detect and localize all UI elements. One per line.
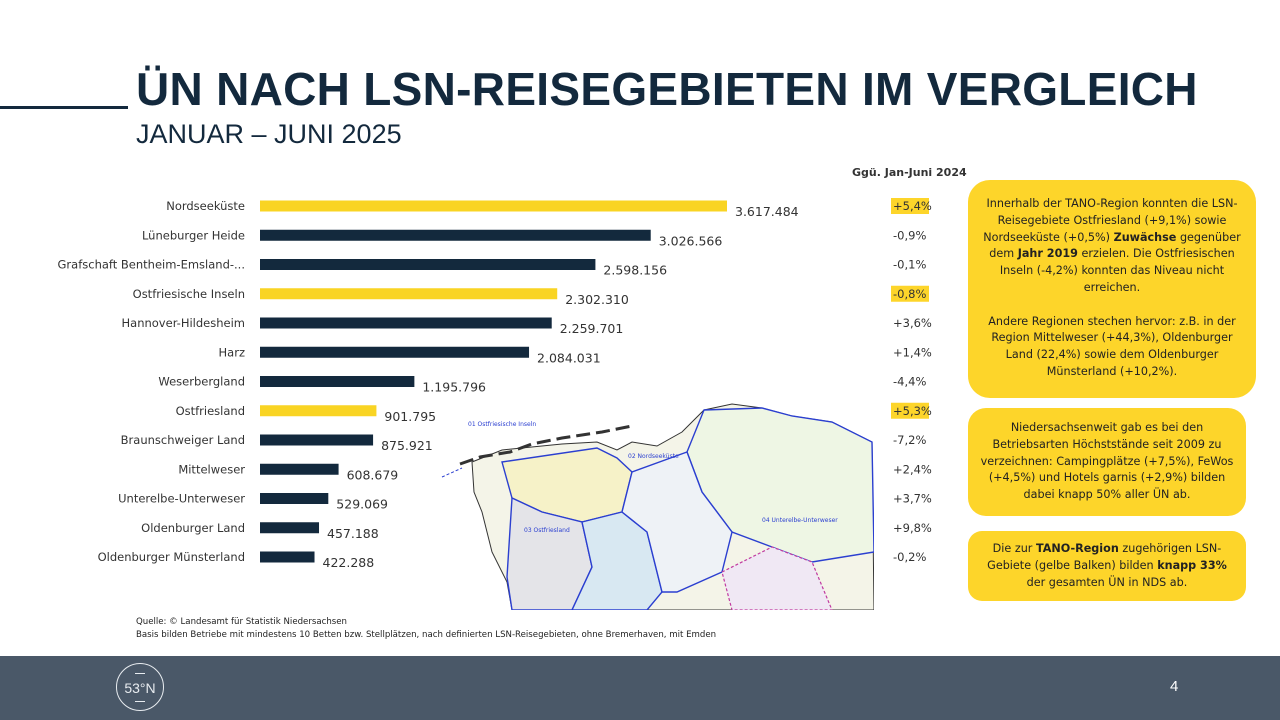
source-line: Quelle: © Landesamt für Statistik Nieder…	[136, 617, 348, 627]
change-highlight	[891, 198, 929, 214]
change-label: +5,4%	[893, 199, 932, 213]
change-highlight	[891, 285, 929, 302]
change-label: +3,6%	[893, 316, 932, 330]
info-box-paragraph: Innerhalb der TANO-Region konnten die LS…	[982, 196, 1242, 297]
info-text-bold: TANO-Region	[1035, 542, 1119, 555]
info-text: erzielen. Die Ostfriesischen Inseln (-4,…	[999, 247, 1235, 294]
page-number: 4	[1170, 678, 1179, 695]
map-label-ostfriesische-inseln: 01 Ostfriesische Inseln	[468, 421, 536, 428]
category-label: Hannover-Hildesheim	[122, 316, 246, 330]
info-box-paragraph: Niedersachsenweit gab es bei den Betrieb…	[980, 421, 1234, 502]
logo-top-line	[135, 673, 145, 674]
logo-text: 53°N	[124, 680, 156, 696]
change-highlight	[891, 402, 929, 419]
bar	[260, 493, 329, 504]
info-box-paragraph: Die zur TANO-Region zugehörigen LSN-Gebi…	[980, 541, 1234, 591]
value-label: 2.302.310	[565, 292, 629, 307]
bar	[260, 288, 558, 300]
info-text: zugehörigen LSN-Gebiete (gelbe Balken) b…	[987, 542, 1222, 572]
change-label: +9,8%	[893, 521, 932, 535]
category-label: Ostfriesland	[176, 404, 245, 418]
bar-chart: Nordseeküste 3.617.484 +5,4% Lüneburger Hei…	[0, 160, 960, 610]
change-label: -7,2%	[893, 433, 926, 447]
info-text-bold: Zuwächse	[1113, 230, 1177, 244]
bar	[260, 522, 320, 534]
source-basis-line: Basis bilden Betriebe mit mindestens 10 …	[136, 630, 717, 640]
bar	[260, 405, 377, 417]
change-label: -0,8%	[893, 287, 926, 301]
map-label-ostfriesland: 03 Ostfriesland	[524, 527, 570, 534]
category-label: Oldenburger Münsterland	[98, 550, 245, 564]
change-label: +1,4%	[893, 345, 932, 359]
page-subtitle: JANUAR – JUNI 2025	[136, 119, 402, 149]
bar	[260, 434, 374, 446]
map-label-nordseekueste: 02 Nordseeküste	[628, 453, 679, 460]
region-map: 01 Ostfriesische Inseln 02 Nordseeküste …	[432, 402, 875, 611]
info-box-betriebsarten: Niedersachsenweit gab es bei den Betrieb…	[968, 408, 1246, 516]
category-label: Nordseeküste	[166, 199, 245, 213]
value-label: 875.921	[381, 438, 433, 453]
info-text: Innerhalb der TANO-Region konnten die LS…	[983, 197, 1238, 244]
category-label: Ostfriesische Inseln	[133, 287, 245, 301]
category-label: Unterelbe-Unterweser	[118, 492, 245, 506]
page-title: ÜN NACH LSN-REISEGEBIETEN IM VERGLEICH	[136, 63, 1198, 115]
change-label: +2,4%	[893, 462, 932, 476]
bar	[260, 346, 530, 358]
change-label: +3,7%	[893, 492, 932, 506]
value-label: 457.188	[327, 526, 379, 541]
change-label: +5,3%	[893, 404, 932, 418]
map-label-unterelbe-unterweser: 04 Unterelbe-Unterweser	[762, 517, 838, 524]
footer-bar	[0, 656, 1280, 720]
category-label: Mittelweser	[178, 462, 245, 476]
bar	[260, 317, 552, 329]
category-label: Oldenburger Land	[141, 521, 245, 535]
info-box-paragraph: Andere Regionen stechen hervor: z.B. in …	[988, 314, 1236, 378]
comparison-header: Ggü. Jan-Juni 2024	[852, 166, 967, 179]
info-text: der gesamten ÜN in NDS ab.	[1026, 575, 1188, 589]
change-label: -0,2%	[893, 550, 926, 564]
value-label: 3.617.484	[735, 204, 799, 219]
value-label: 422.288	[323, 555, 375, 570]
value-label: 2.259.701	[560, 321, 624, 336]
info-box-tano-2019: Innerhalb der TANO-Region konnten die LS…	[968, 180, 1256, 398]
bar-chart-svg: Nordseeküste 3.617.484 +5,4% Lüneburger Hei…	[58, 198, 932, 570]
category-label: Braunschweiger Land	[121, 433, 245, 447]
change-label: -0,9%	[893, 228, 926, 242]
change-label: -0,1%	[893, 258, 926, 272]
map-svg: 01 Ostfriesische Inseln 02 Nordseeküste …	[432, 402, 875, 611]
bar	[260, 229, 651, 241]
info-text: gegenüber dem	[989, 230, 1241, 261]
bar	[260, 551, 315, 563]
bar	[260, 376, 415, 387]
source-note: Quelle: © Landesamt für Statistik Nieder…	[136, 616, 716, 642]
logo-53n: 53°N	[116, 663, 164, 711]
bar	[260, 259, 596, 270]
value-label: 1.195.796	[422, 380, 486, 395]
value-label: 529.069	[336, 497, 388, 512]
title-accent-line	[0, 106, 128, 109]
value-label: 3.026.566	[659, 233, 723, 248]
category-label: Grafschaft Bentheim-Emsland-...	[58, 258, 245, 272]
bar	[260, 200, 727, 212]
value-label: 901.795	[384, 409, 436, 424]
info-text: Die zur	[992, 542, 1036, 555]
bar	[260, 463, 339, 475]
value-label: 608.679	[347, 467, 399, 482]
value-label: 2.084.031	[537, 350, 601, 365]
category-label: Lüneburger Heide	[142, 228, 245, 242]
info-text-bold: Jahr 2019	[1017, 247, 1078, 261]
logo-bottom-line	[135, 701, 145, 702]
value-label: 2.598.156	[603, 263, 667, 278]
info-text-bold: knapp 33%	[1157, 558, 1227, 572]
change-label: -4,4%	[893, 375, 926, 389]
info-box-tano-share: Die zur TANO-Region zugehörigen LSN-Gebi…	[968, 531, 1246, 601]
category-label: Weserbergland	[158, 375, 245, 389]
category-label: Harz	[219, 345, 245, 359]
